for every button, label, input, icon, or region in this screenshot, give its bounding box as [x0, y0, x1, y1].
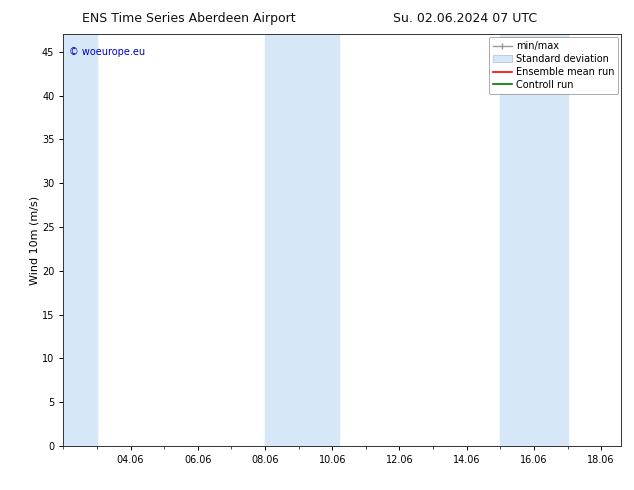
- Text: ENS Time Series Aberdeen Airport: ENS Time Series Aberdeen Airport: [82, 12, 296, 25]
- Text: Su. 02.06.2024 07 UTC: Su. 02.06.2024 07 UTC: [393, 12, 537, 25]
- Bar: [63, 34, 97, 446]
- Text: © woeurope.eu: © woeurope.eu: [69, 47, 145, 57]
- Bar: [500, 34, 567, 446]
- Legend: min/max, Standard deviation, Ensemble mean run, Controll run: min/max, Standard deviation, Ensemble me…: [489, 37, 618, 94]
- Bar: [265, 34, 339, 446]
- Y-axis label: Wind 10m (m/s): Wind 10m (m/s): [29, 196, 39, 285]
